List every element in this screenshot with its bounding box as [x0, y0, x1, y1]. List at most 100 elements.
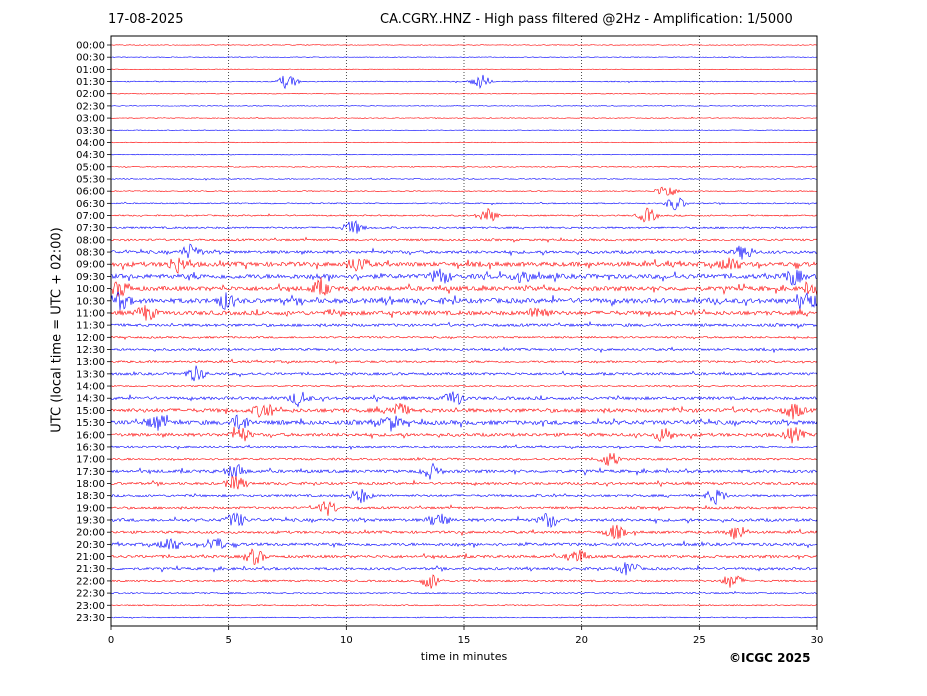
trace-1500 — [110, 402, 818, 420]
trace-1230 — [110, 346, 818, 354]
y-tick-label: 12:30 — [76, 345, 105, 356]
y-tick-label: 17:30 — [76, 467, 105, 478]
y-tick-label: 11:30 — [76, 321, 105, 332]
trace-0100 — [110, 68, 818, 71]
trace-2130 — [110, 562, 818, 576]
y-tick-label: 05:30 — [76, 174, 105, 185]
y-tick-label: 18:00 — [76, 479, 105, 490]
y-tick-label: 19:30 — [76, 516, 105, 527]
trace-0300 — [110, 116, 818, 120]
y-tick-label: 08:30 — [76, 248, 105, 259]
x-tick-label: 10 — [340, 635, 353, 646]
x-tick-label: 30 — [811, 635, 824, 646]
y-tick-label: 08:00 — [76, 235, 105, 246]
trace-2230 — [110, 590, 818, 595]
y-tick-label: 01:00 — [76, 65, 105, 76]
y-tick-label: 09:30 — [76, 272, 105, 283]
x-axis-label: time in minutes — [420, 650, 508, 663]
trace-1830 — [110, 488, 818, 505]
trace-1730 — [110, 462, 818, 480]
trace-0800 — [110, 236, 818, 243]
x-tick-label: 15 — [458, 635, 471, 646]
trace-0200 — [110, 93, 818, 95]
y-tick-label: 10:30 — [76, 296, 105, 307]
y-tick-label: 04:00 — [76, 138, 105, 149]
trace-0130 — [110, 74, 818, 90]
y-tick-label: 21:00 — [76, 552, 105, 563]
y-tick-label: 18:30 — [76, 491, 105, 502]
y-tick-label: 23:30 — [76, 613, 105, 624]
chart-title: CA.CGRY..HNZ - High pass filtered @2Hz -… — [380, 12, 793, 27]
y-tick-label: 09:00 — [76, 260, 105, 271]
trace-0400 — [110, 141, 818, 144]
trace-0930 — [110, 268, 818, 286]
y-tick-label: 00:30 — [76, 53, 105, 64]
y-tick-label: 06:30 — [76, 199, 105, 210]
y-tick-label: 13:30 — [76, 369, 105, 380]
trace-0430 — [110, 153, 818, 156]
y-tick-label: 06:00 — [76, 187, 105, 198]
x-tick-label: 0 — [108, 635, 114, 646]
trace-0830 — [110, 243, 818, 260]
y-tick-label: 07:30 — [76, 223, 105, 234]
trace-0900 — [110, 257, 818, 274]
y-tick-label: 20:00 — [76, 528, 105, 539]
y-tick-label: 15:00 — [76, 406, 105, 417]
trace-1030 — [110, 291, 818, 311]
trace-0600 — [110, 186, 818, 196]
y-tick-label: 14:30 — [76, 394, 105, 405]
y-tick-label: 02:00 — [76, 89, 105, 100]
trace-0700 — [110, 207, 818, 223]
trace-2300 — [110, 604, 818, 607]
y-tick-label: 13:00 — [76, 357, 105, 368]
y-tick-label: 15:30 — [76, 418, 105, 429]
trace-1000 — [110, 277, 818, 297]
y-tick-label: 03:00 — [76, 114, 105, 125]
y-tick-label: 01:30 — [76, 77, 105, 88]
y-tick-label: 05:00 — [76, 162, 105, 173]
trace-0530 — [110, 177, 818, 181]
y-tick-label: 20:30 — [76, 540, 105, 551]
trace-1700 — [110, 453, 818, 466]
trace-1800 — [110, 476, 818, 490]
y-tick-label: 03:30 — [76, 126, 105, 137]
x-tick-label: 5 — [225, 635, 231, 646]
y-tick-label: 07:00 — [76, 211, 105, 222]
y-tick-label: 22:30 — [76, 589, 105, 600]
trace-2200 — [110, 574, 818, 589]
x-tick-label: 20 — [575, 635, 588, 646]
trace-1630 — [110, 444, 818, 450]
copyright-label: ©ICGC 2025 — [729, 651, 811, 665]
trace-0000 — [110, 44, 818, 46]
y-tick-label: 16:00 — [76, 430, 105, 441]
y-tick-label: 21:30 — [76, 564, 105, 575]
trace-1600 — [110, 426, 818, 444]
y-tick-label: 10:00 — [76, 284, 105, 295]
y-tick-label: 23:00 — [76, 601, 105, 612]
trace-1400 — [110, 384, 818, 389]
trace-1330 — [110, 365, 818, 382]
y-tick-label: 19:00 — [76, 503, 105, 514]
trace-0730 — [110, 220, 818, 234]
trace-0630 — [110, 197, 818, 211]
trace-2100 — [110, 548, 818, 565]
y-tick-label: 14:00 — [76, 382, 105, 393]
trace-0030 — [110, 56, 818, 58]
y-tick-label: 11:00 — [76, 308, 105, 319]
y-tick-label: 02:30 — [76, 101, 105, 112]
y-tick-label: 00:00 — [76, 41, 105, 52]
trace-2330 — [110, 616, 818, 620]
trace-1930 — [110, 512, 818, 529]
trace-1300 — [110, 358, 818, 365]
date-label: 17-08-2025 — [108, 12, 184, 27]
y-tick-label: 04:30 — [76, 150, 105, 161]
trace-1530 — [110, 414, 818, 432]
trace-2030 — [110, 538, 818, 550]
trace-1200 — [110, 335, 818, 341]
trace-1430 — [110, 391, 818, 408]
trace-1130 — [110, 320, 818, 330]
y-tick-label: 22:00 — [76, 576, 105, 587]
trace-0230 — [110, 104, 818, 107]
